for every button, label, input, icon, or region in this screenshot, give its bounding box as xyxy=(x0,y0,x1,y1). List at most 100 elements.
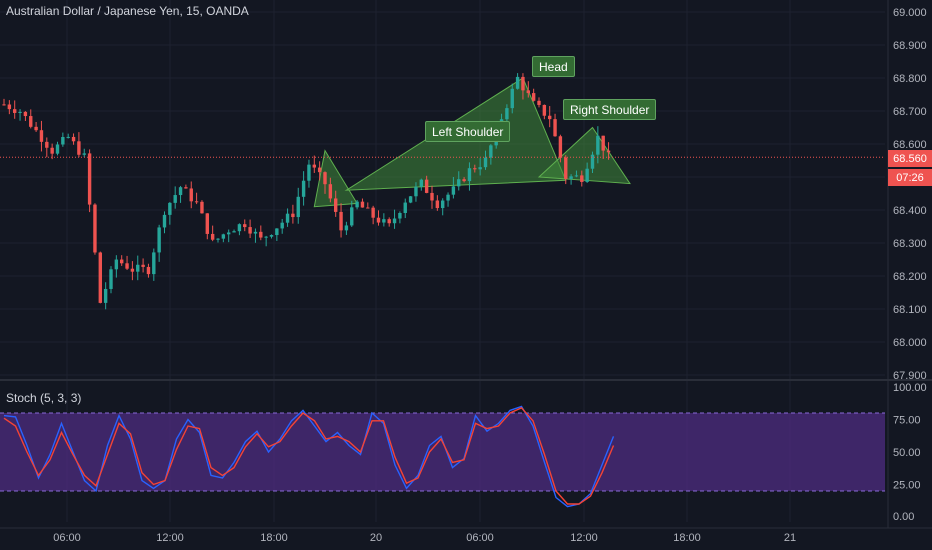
stoch-tick-label: 100.00 xyxy=(893,382,927,394)
candle-body xyxy=(339,211,343,231)
candle-body xyxy=(398,213,402,219)
candle-body xyxy=(2,104,6,106)
time-tick-label: 06:00 xyxy=(466,532,494,544)
time-tick-label: 18:00 xyxy=(673,532,701,544)
last-price-tag: 68.560 xyxy=(888,150,932,167)
candle-body xyxy=(596,135,600,155)
candle-body xyxy=(312,164,316,168)
stoch-band xyxy=(0,413,885,491)
left-shoulder-label[interactable]: Left Shoulder xyxy=(425,121,511,142)
candle-body xyxy=(130,268,135,272)
stoch-tick-label: 50.00 xyxy=(893,447,921,459)
candle-body xyxy=(45,141,49,148)
candle-body xyxy=(414,186,418,197)
chart-title: Australian Dollar / Japanese Yen, 15, OA… xyxy=(6,4,249,18)
candle-body xyxy=(232,231,236,233)
candle-body xyxy=(441,200,445,209)
candle-body xyxy=(451,186,456,195)
candle-body xyxy=(564,157,568,179)
candle-body xyxy=(136,264,140,272)
candle-body xyxy=(553,119,557,137)
candle-body xyxy=(424,179,429,193)
candle-body xyxy=(55,144,60,154)
candle-body xyxy=(366,207,370,209)
time-tick-label: 06:00 xyxy=(53,532,81,544)
candle-body xyxy=(403,202,407,214)
candle-body xyxy=(269,235,274,237)
candle-body xyxy=(344,225,349,231)
candle-body xyxy=(18,111,22,113)
stoch-tick-label: 25.00 xyxy=(893,480,921,492)
candle-body xyxy=(569,176,573,179)
candle-body xyxy=(371,207,375,218)
candle-body xyxy=(307,164,311,181)
candle-body xyxy=(350,207,354,226)
candle-body xyxy=(382,219,386,223)
time-tick-label: 21 xyxy=(784,532,796,544)
candle-body xyxy=(93,204,97,253)
candle-body xyxy=(162,214,167,228)
candle-body xyxy=(39,130,44,142)
candle-body xyxy=(103,288,108,303)
stoch-title: Stoch (5, 3, 3) xyxy=(6,391,82,405)
candle-body xyxy=(146,266,151,275)
price-tick-label: 68.900 xyxy=(893,40,927,52)
candle-body xyxy=(558,136,563,158)
candle-body xyxy=(125,263,129,269)
candle-body xyxy=(227,232,231,235)
candle-body xyxy=(585,168,589,182)
candle-body xyxy=(515,76,520,89)
candle-body xyxy=(114,259,119,270)
price-tick-label: 68.000 xyxy=(893,337,927,349)
right-shoulder-label[interactable]: Right Shoulder xyxy=(563,99,657,120)
candlestick-series xyxy=(2,73,611,310)
candle-body xyxy=(221,234,226,239)
candle-body xyxy=(275,228,279,236)
candle-body xyxy=(574,175,579,177)
time-tick-label: 12:00 xyxy=(570,532,598,544)
price-tick-label: 68.700 xyxy=(893,106,927,118)
candle-body xyxy=(189,188,193,202)
candle-body xyxy=(109,269,113,289)
candle-body xyxy=(168,202,172,215)
candle-body xyxy=(237,224,242,232)
candle-body xyxy=(71,136,76,142)
candle-body xyxy=(184,187,188,189)
candle-body xyxy=(200,201,204,214)
candle-body xyxy=(601,135,605,151)
price-tick-label: 68.400 xyxy=(893,205,927,217)
candle-body xyxy=(120,259,124,264)
price-tick-label: 68.100 xyxy=(893,304,927,316)
candle-body xyxy=(152,252,156,275)
candle-body xyxy=(408,196,413,203)
candle-body xyxy=(248,227,252,234)
candle-body xyxy=(334,198,338,212)
candle-body xyxy=(77,141,81,155)
candle-body xyxy=(435,200,440,209)
candle-body xyxy=(296,196,300,218)
candle-body xyxy=(285,213,290,223)
candle-body xyxy=(419,179,423,187)
candle-body xyxy=(141,264,145,267)
price-tick-label: 69.000 xyxy=(893,7,927,19)
candle-body xyxy=(61,136,65,145)
candle-body xyxy=(50,147,54,154)
candle-body xyxy=(521,76,525,91)
candle-body xyxy=(178,187,183,196)
time-tick-label: 12:00 xyxy=(156,532,184,544)
price-tick-label: 68.200 xyxy=(893,271,927,283)
candle-body xyxy=(483,157,488,168)
candle-body xyxy=(13,109,17,113)
head-and-shoulders-pattern xyxy=(313,77,631,208)
candle-body xyxy=(430,192,434,201)
price-tick-label: 68.800 xyxy=(893,73,927,85)
candle-body xyxy=(387,219,391,224)
candle-body xyxy=(478,167,482,170)
candle-body xyxy=(590,154,595,169)
head-label[interactable]: Head xyxy=(532,56,575,77)
candle-body xyxy=(253,231,258,234)
candle-body xyxy=(82,153,86,155)
candle-body xyxy=(210,233,215,240)
candle-body xyxy=(194,201,199,203)
candle-body xyxy=(548,115,552,120)
